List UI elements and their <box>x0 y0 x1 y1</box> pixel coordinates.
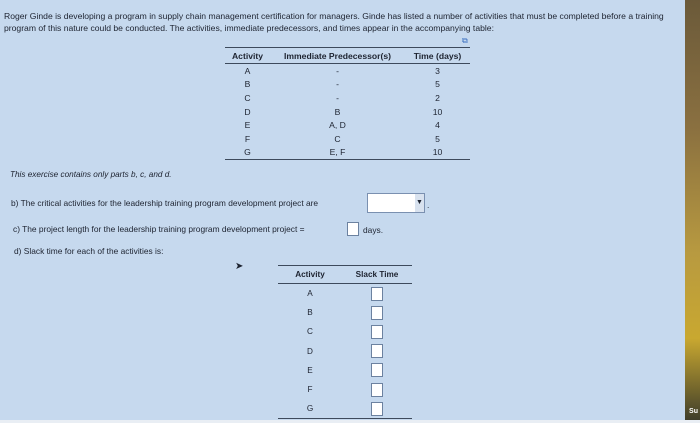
mouse-cursor-icon: ➤ <box>235 261 244 272</box>
table-cell: 5 <box>435 133 440 144</box>
table-cell: B <box>334 106 341 117</box>
slack-row: E <box>278 361 412 380</box>
col-slack: Slack Time <box>355 270 399 279</box>
slack-row: B <box>278 303 412 322</box>
question-c: c) The project length for the leadership… <box>13 224 305 234</box>
problem-intro: Roger Ginde is developing a program in s… <box>4 11 664 33</box>
copy-table-icon[interactable]: ⧉ <box>462 36 468 45</box>
slack-row: C <box>278 322 412 341</box>
table-cell: 5 <box>435 79 440 90</box>
slack-cell <box>342 344 412 359</box>
project-length-input[interactable] <box>347 222 359 236</box>
table-header: Activity Immediate Predecessor(s) Time (… <box>225 48 470 64</box>
question-d: d) Slack time for each of the activities… <box>14 246 164 256</box>
slack-header: Activity Slack Time <box>278 266 412 284</box>
critical-activities-dropdown[interactable]: ▼ <box>367 193 425 213</box>
slack-cell <box>342 324 412 339</box>
slack-input[interactable] <box>371 305 383 320</box>
dropdown-arrow-icon: ▼ <box>415 194 424 212</box>
table-cell: G <box>244 147 251 158</box>
table-cell: E, F <box>329 147 346 158</box>
col-predecessor: Immediate Predecessor(s) <box>284 50 391 61</box>
slack-input[interactable] <box>371 363 383 378</box>
table-cell: 4 <box>435 120 440 131</box>
activity-label: F <box>307 385 313 395</box>
slack-cell <box>342 401 412 416</box>
table-cell: 10 <box>432 147 443 158</box>
activities-table: Activity Immediate Predecessor(s) Time (… <box>225 47 470 161</box>
activity-label: A <box>307 289 313 299</box>
table-row: C - 2 <box>225 91 470 105</box>
col-activity: Activity <box>231 50 264 61</box>
exercise-note: This exercise contains only parts b, c, … <box>10 170 172 179</box>
days-unit: days. <box>363 225 384 235</box>
activity-label: E <box>307 365 313 375</box>
slack-input[interactable] <box>371 382 383 397</box>
table-cell: - <box>336 79 339 90</box>
table-cell: C <box>244 92 251 103</box>
slack-cell <box>342 286 412 301</box>
slack-input[interactable] <box>371 344 383 359</box>
table-cell: - <box>336 92 339 103</box>
slack-cell <box>342 382 412 397</box>
slack-row: A <box>278 284 412 303</box>
slack-cell <box>342 305 412 320</box>
slack-row: G <box>278 399 412 418</box>
table-cell: C <box>334 133 341 144</box>
table-row: A - 3 <box>225 64 470 78</box>
screen-bottom-edge <box>0 420 700 423</box>
activity-label: G <box>306 404 314 414</box>
table-cell: A <box>244 65 251 76</box>
slack-cell <box>342 363 412 378</box>
corner-text: Su <box>689 408 698 415</box>
activity-label: D <box>307 346 313 356</box>
slack-input[interactable] <box>371 324 383 339</box>
table-cell: A, D <box>329 120 346 131</box>
table-row: F C 5 <box>225 132 470 146</box>
col-activity: Activity <box>295 270 325 279</box>
slack-row: D <box>278 342 412 361</box>
table-cell: 3 <box>435 65 440 76</box>
period: . <box>427 200 430 210</box>
table-row: D B 10 <box>225 105 470 119</box>
table-cell: 10 <box>432 106 443 117</box>
activity-label: B <box>307 308 313 318</box>
slack-input[interactable] <box>371 286 383 301</box>
slack-row: F <box>278 380 412 399</box>
table-cell: 2 <box>435 92 440 103</box>
table-cell: B <box>244 79 251 90</box>
col-time: Time (days) <box>413 50 462 61</box>
question-b: b) The critical activities for the leade… <box>11 198 319 208</box>
table-cell: E <box>244 120 251 131</box>
table-row: B - 5 <box>225 78 470 92</box>
table-cell: - <box>336 65 339 76</box>
activity-label: C <box>307 327 313 337</box>
table-row: E A, D 4 <box>225 118 470 132</box>
slack-input[interactable] <box>371 401 383 416</box>
desktop-wallpaper-edge <box>685 0 700 423</box>
table-cell: D <box>244 106 251 117</box>
table-cell: F <box>244 133 251 144</box>
table-row: G E, F 10 <box>225 146 470 160</box>
